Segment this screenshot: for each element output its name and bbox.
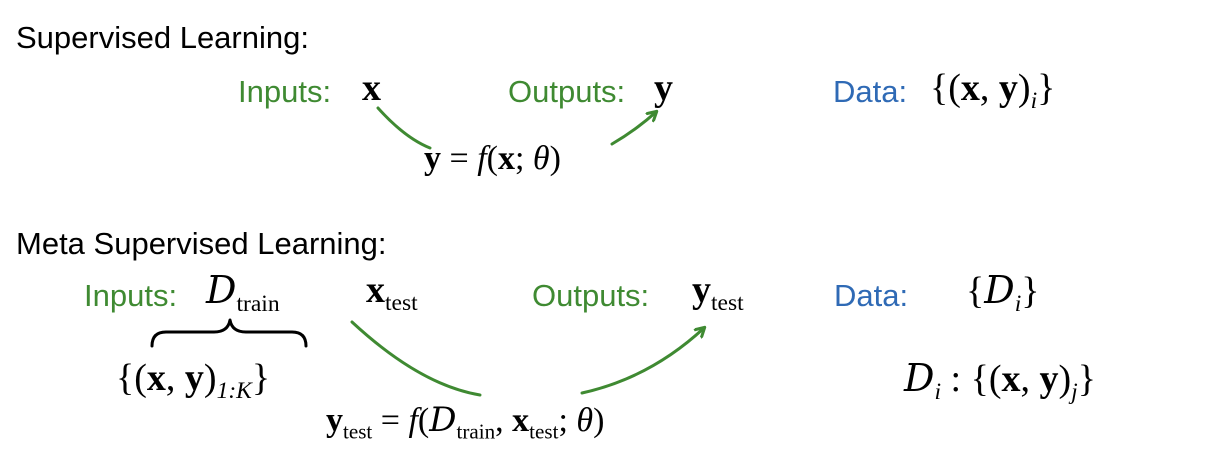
meta-d-train: Dtrain (206, 268, 280, 318)
meta-y-test: ytest (692, 269, 744, 317)
supervised-arrow-in (376, 106, 432, 150)
underbrace (150, 318, 308, 348)
meta-brace-expr: {(x, y)1:K} (116, 357, 271, 405)
supervised-data-label: Data: (833, 74, 908, 109)
meta-data-label: Data: (834, 278, 909, 313)
meta-heading: Meta Supervised Learning: (16, 226, 387, 261)
supervised-input-x: x (362, 67, 381, 109)
meta-x-test: xtest (366, 269, 418, 317)
supervised-output-y: y (654, 67, 673, 109)
meta-equation: ytest = f(Dtrain, xtest; θ) (326, 400, 605, 444)
supervised-arrow-out (610, 112, 656, 146)
meta-arrow-in (350, 320, 482, 397)
meta-arrow-out (580, 328, 704, 395)
supervised-heading: Supervised Learning: (16, 20, 309, 55)
meta-data-set: {Di} (966, 268, 1040, 318)
meta-inputs-label: Inputs: (84, 278, 178, 313)
supervised-outputs-label: Outputs: (508, 74, 626, 109)
supervised-data-expr: {(x, y)i} (930, 67, 1056, 115)
meta-di-expr: Di : {(x, y)j} (904, 356, 1096, 406)
meta-outputs-label: Outputs: (532, 278, 650, 313)
supervised-equation: y = f(x; θ) (424, 140, 561, 177)
supervised-inputs-label: Inputs: (238, 74, 332, 109)
